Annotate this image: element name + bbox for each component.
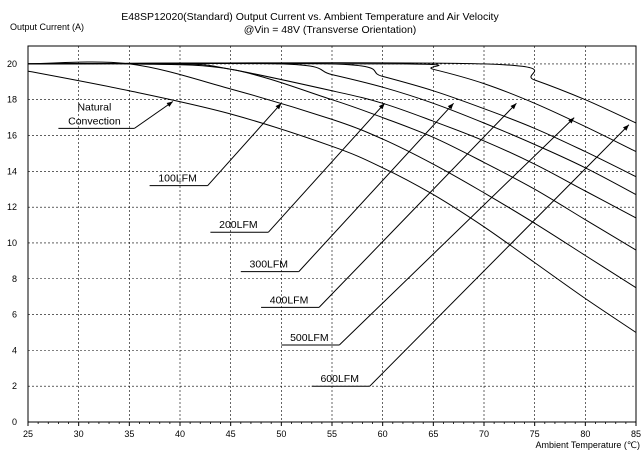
x-tick-label: 80: [580, 429, 590, 439]
annotation-label: Convection: [68, 115, 121, 127]
y-tick-label: 4: [12, 345, 17, 355]
curve-annotations: Natural Convection 100LFM 200LFM 300LFM 400LF…: [58, 101, 630, 387]
y-tick-label: 14: [7, 166, 17, 176]
y-tick-label: 0: [12, 417, 17, 427]
curve-100lfm: [27, 61, 637, 289]
annotation-label: 300LFM: [250, 259, 289, 271]
annotation-leader: [369, 124, 630, 387]
grid: [28, 46, 636, 422]
annotation-leader: [338, 117, 575, 346]
x-tick-label: 25: [23, 429, 33, 439]
y-axis-label: Output Current (A): [10, 22, 84, 32]
annotation-leader: [298, 102, 454, 272]
chart-title: E48SP12020(Standard) Output Current vs. …: [121, 11, 499, 23]
annotation-label: 600LFM: [320, 373, 359, 385]
x-tick-label: 45: [226, 429, 236, 439]
annotation-label: 500LFM: [290, 332, 329, 344]
y-tick-label: 8: [12, 274, 17, 284]
x-tick-label: 60: [378, 429, 388, 439]
x-tick-label: 55: [327, 429, 337, 439]
annotation-arrowhead: [447, 103, 454, 110]
annotation-label: 400LFM: [270, 294, 309, 306]
plot-frame: [27, 45, 637, 423]
annotation-leader: [134, 101, 174, 129]
x-tick-label: 35: [124, 429, 134, 439]
annotation-arrowhead: [166, 101, 173, 107]
annotation-label: Natural: [77, 101, 111, 113]
x-tick-label: 30: [74, 429, 84, 439]
annotation-leader: [268, 102, 386, 233]
curve-600lfm: [27, 63, 637, 153]
annotation-label: 100LFM: [158, 173, 197, 185]
derating-curves: [27, 61, 637, 333]
y-tick-label: 2: [12, 381, 17, 391]
y-tick-label: 10: [7, 238, 17, 248]
x-tick-label: 70: [479, 429, 489, 439]
x-tick-label: 65: [428, 429, 438, 439]
x-tick-label: 50: [276, 429, 286, 439]
annotation-leader: [207, 102, 282, 186]
annotation-arrowhead: [622, 124, 629, 131]
x-axis-label: Ambient Temperature (℃): [536, 440, 640, 450]
y-tick-label: 16: [7, 131, 17, 141]
curve-natural-convection: [27, 70, 637, 333]
y-tick-label: 12: [7, 202, 17, 212]
y-tick-label: 18: [7, 95, 17, 105]
annotation-arrowhead: [275, 103, 282, 110]
annotation-label: 200LFM: [219, 219, 258, 231]
axis-ticks: 25 30 35 40 45 50 55 60 65 70 75 80 85 0 2 4 6 8 10 12 14 16 1…: [7, 59, 641, 439]
annotation-arrowhead: [568, 117, 575, 124]
chart-subtitle: @Vin = 48V (Transverse Orientation): [244, 24, 417, 36]
x-tick-label: 75: [530, 429, 540, 439]
x-tick-label: 40: [175, 429, 185, 439]
annotation-arrowhead: [378, 103, 385, 110]
curve-unlabeled-7: [27, 62, 637, 124]
annotation-leader: [318, 102, 517, 308]
annotation-arrowhead: [510, 103, 517, 110]
x-tick-label: 85: [631, 429, 641, 439]
y-tick-label: 6: [12, 310, 17, 320]
y-tick-label: 20: [7, 59, 17, 69]
curve-200lfm: [27, 63, 637, 251]
